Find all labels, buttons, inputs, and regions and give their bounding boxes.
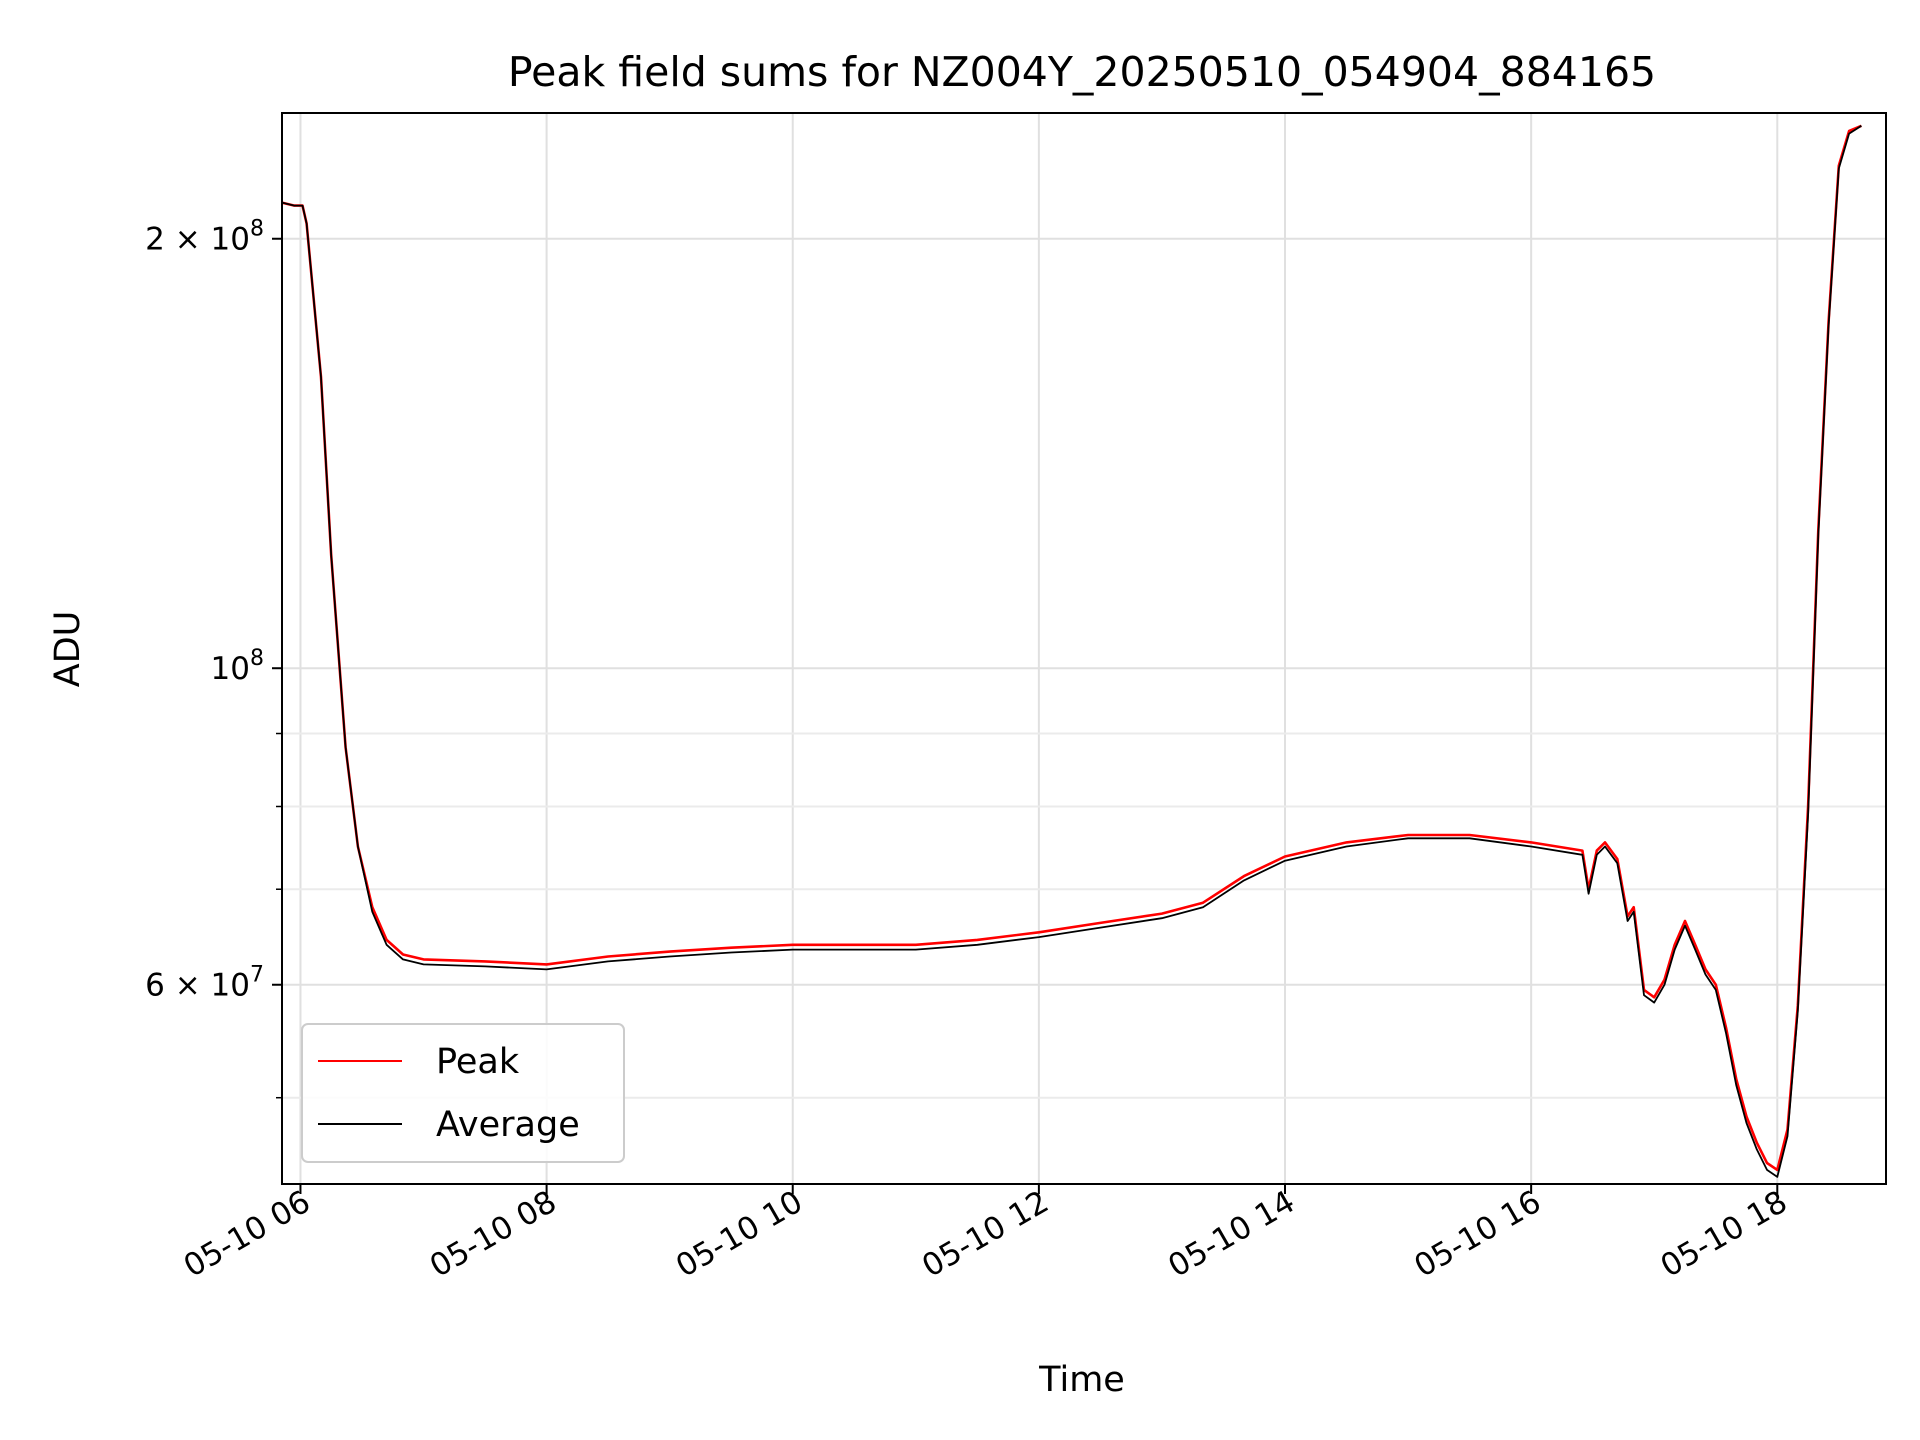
legend: Peak Average: [301, 1023, 625, 1163]
grid: [282, 113, 1886, 1184]
legend-label-average: Average: [436, 1105, 580, 1145]
y-axis-label: ADU: [48, 611, 88, 688]
y-tick-label: 2 × 108: [145, 217, 264, 258]
x-axis-label: Time: [1038, 1360, 1125, 1400]
y-tick-label: 6 × 107: [145, 963, 264, 1004]
series-line-average: [282, 125, 1862, 1178]
legend-label-peak: Peak: [436, 1042, 520, 1082]
plot-area-frame: [281, 112, 1887, 1185]
series-line-peak: [282, 124, 1862, 1172]
chart-title: Peak field sums for NZ004Y_20250510_0549…: [508, 48, 1656, 96]
y-tick-label: 108: [211, 646, 264, 687]
y-axis: 2 × 108 108 6 × 107: [145, 217, 282, 1099]
legend-box: [301, 1023, 625, 1163]
series-layer: [282, 124, 1862, 1178]
